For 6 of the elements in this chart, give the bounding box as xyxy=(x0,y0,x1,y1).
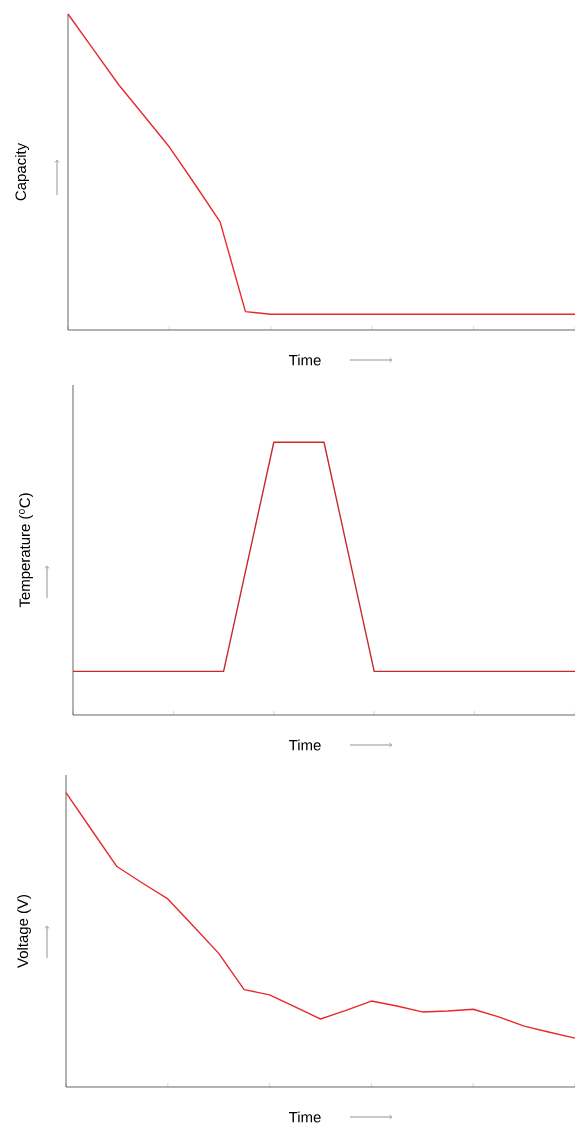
x-axis-title: Time xyxy=(289,354,321,366)
x-axis-title: Time xyxy=(289,739,321,751)
y-axis-title: Temperature ($^{o}$C) xyxy=(19,493,33,608)
y-axis-title: Voltage (V) xyxy=(17,894,31,968)
y-axis-title: Capacity xyxy=(15,142,29,201)
x-axis-title: Time xyxy=(289,1111,321,1123)
